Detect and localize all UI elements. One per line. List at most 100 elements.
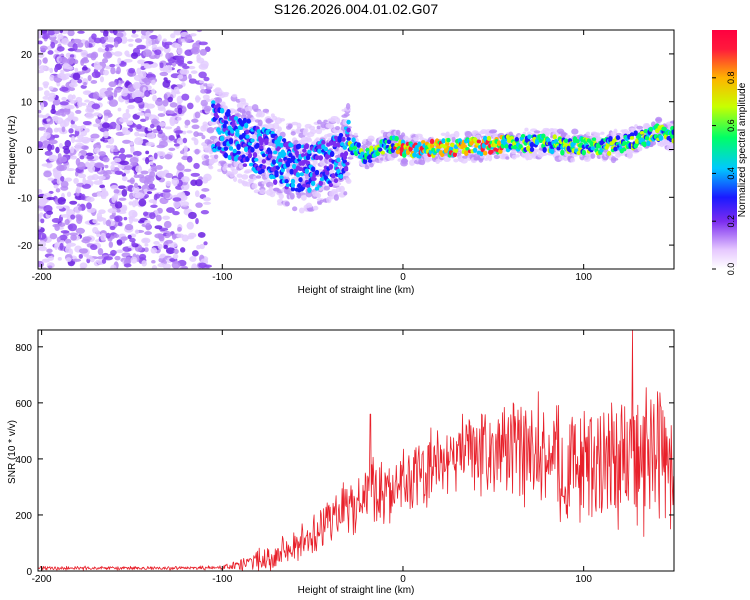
heat-cell: [56, 205, 64, 210]
heat-cell: [242, 102, 249, 107]
heat-cell: [188, 73, 192, 80]
heat-cell: [169, 102, 178, 108]
heat-cell: [61, 37, 70, 45]
heat-cell: [65, 52, 72, 58]
heat-cell: [133, 182, 139, 188]
heat-cell: [453, 147, 459, 153]
heat-cell: [486, 135, 492, 142]
heat-cell: [317, 148, 322, 154]
heat-cell: [622, 140, 627, 146]
heat-cell: [151, 88, 156, 95]
heat-cell: [231, 93, 238, 98]
heat-cell: [278, 158, 283, 164]
heat-cell: [110, 264, 117, 269]
heat-cell: [267, 153, 273, 159]
heat-cell: [55, 188, 61, 193]
heat-cell: [137, 71, 147, 79]
heat-cell: [198, 41, 208, 46]
heat-cell: [149, 212, 156, 220]
heat-cell: [310, 166, 316, 173]
heat-cell: [241, 174, 249, 180]
heat-cell: [64, 140, 72, 148]
heat-cell: [125, 154, 133, 158]
heat-cell: [290, 131, 296, 136]
heat-cell: [120, 236, 128, 241]
heat-cell: [199, 48, 207, 56]
heat-cell: [600, 131, 605, 135]
heat-cell: [222, 123, 227, 129]
heat-cell: [38, 69, 45, 74]
heat-cell: [114, 170, 124, 175]
heat-cell: [187, 60, 193, 65]
heat-cell: [61, 126, 66, 133]
heat-cell: [165, 180, 172, 187]
heat-cell: [217, 130, 222, 135]
heat-cell: [232, 148, 237, 154]
heat-cell: [228, 138, 234, 145]
heat-cell: [301, 194, 307, 201]
heat-cell: [49, 74, 55, 82]
heat-cell: [132, 81, 141, 90]
heat-cell: [343, 165, 349, 171]
heat-cell: [99, 184, 106, 189]
heat-cell: [146, 73, 154, 77]
heat-cell: [83, 253, 90, 258]
heat-cell: [476, 139, 482, 144]
heat-cell: [510, 149, 517, 155]
heat-cell: [38, 246, 48, 252]
heat-cell: [58, 156, 68, 163]
heat-cell: [115, 70, 120, 74]
heat-cell: [72, 116, 79, 122]
heat-cell: [186, 155, 193, 163]
heat-cell: [453, 158, 459, 163]
heat-cell: [81, 238, 90, 244]
heat-cell: [155, 98, 164, 106]
heat-cell: [524, 127, 529, 132]
heat-cell: [92, 219, 98, 224]
heat-cell: [72, 258, 82, 262]
heat-cell: [341, 136, 346, 142]
heat-cell: [56, 177, 62, 185]
heat-cell: [264, 138, 269, 144]
heat-cell: [80, 58, 90, 64]
heat-cell: [272, 122, 280, 130]
heat-cell: [82, 120, 92, 126]
heat-cell: [367, 135, 375, 142]
heat-cell: [65, 168, 75, 172]
heat-cell: [452, 151, 458, 158]
heat-cell: [107, 37, 116, 43]
heat-cell: [429, 138, 435, 145]
heat-cell: [181, 265, 189, 269]
heat-cell: [43, 123, 51, 129]
heat-cell: [203, 154, 210, 159]
heat-cell: [173, 143, 180, 147]
heat-cell: [101, 258, 107, 264]
heat-cell: [49, 233, 58, 240]
heat-cell: [227, 154, 232, 161]
heat-cell: [53, 127, 59, 133]
heat-cell: [64, 177, 72, 182]
heat-cell: [629, 135, 635, 140]
heat-cell: [153, 193, 158, 201]
heat-cell: [134, 38, 143, 43]
heat-cell: [671, 138, 674, 144]
heat-cell: [369, 162, 374, 168]
heat-cell: [211, 100, 216, 105]
heat-cell: [70, 234, 77, 241]
heat-cell: [163, 77, 168, 82]
colorbar-label: Normalized spectral amplitude: [737, 82, 748, 217]
heat-cell: [131, 33, 139, 38]
heat-cell: [173, 86, 180, 94]
heat-cell: [212, 147, 217, 153]
heat-cell: [155, 164, 163, 170]
heat-cell: [310, 180, 316, 187]
heat-cell: [157, 34, 162, 42]
heat-cell: [149, 161, 154, 166]
heat-cell: [255, 175, 262, 179]
heat-cell: [180, 176, 190, 183]
heat-cell: [563, 132, 568, 136]
heat-cell: [244, 169, 253, 173]
heat-cell: [179, 68, 190, 76]
heat-cell: [287, 123, 293, 129]
heat-cell: [97, 175, 106, 180]
